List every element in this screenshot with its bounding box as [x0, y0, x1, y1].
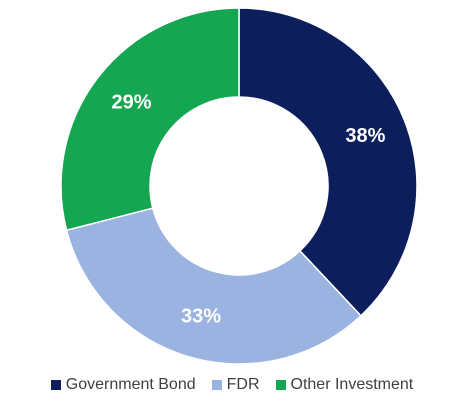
legend-item-government-bond: Government Bond	[50, 376, 196, 394]
slice-label-government-bond: 38%	[345, 125, 385, 147]
legend-swatch	[50, 380, 61, 390]
slice-other-investment	[60, 7, 240, 232]
legend-label: Other Investment	[290, 376, 414, 393]
legend-label: Government Bond	[65, 376, 196, 393]
legend-label: FDR	[226, 376, 260, 393]
slice-label-other-investment: 29%	[112, 92, 152, 114]
legend-swatch	[275, 380, 286, 390]
legend-item-fdr: FDR	[211, 376, 260, 394]
legend-item-other-investment: Other Investment	[275, 376, 414, 394]
slice-label-fdr: 33%	[181, 306, 221, 328]
chart-legend: Government Bond FDR Other Investment	[0, 376, 464, 394]
donut-slices	[60, 7, 418, 365]
legend-swatch	[211, 380, 222, 390]
slice-fdr	[65, 207, 362, 365]
slice-government-bond	[238, 7, 418, 317]
donut-labels: 38% 33% 29%	[112, 92, 386, 328]
